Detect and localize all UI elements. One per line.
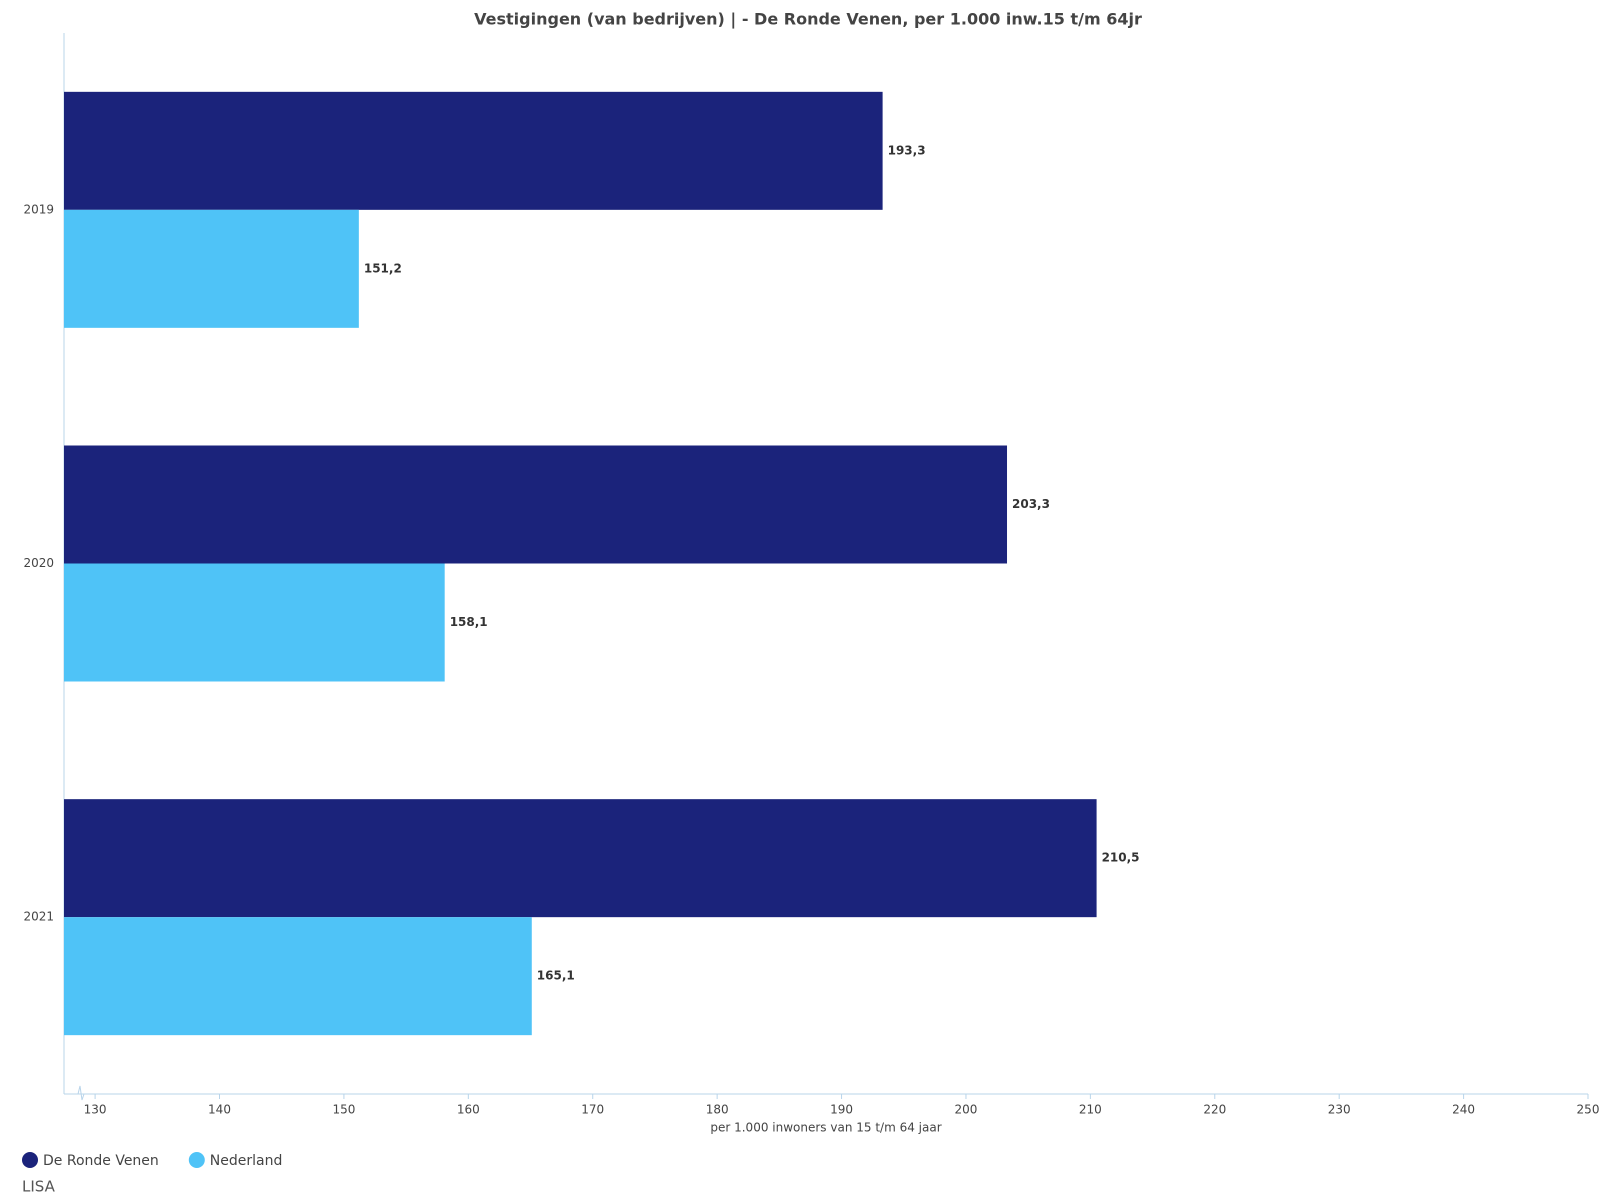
legend-marker <box>22 1152 38 1168</box>
x-tick-label: 150 <box>332 1103 355 1117</box>
y-tick-label: 2019 <box>23 202 54 216</box>
legend-marker <box>188 1152 205 1168</box>
chart-title: Vestigingen (van bedrijven) | - De Ronde… <box>474 10 1142 30</box>
legend-label[interactable]: Nederland <box>210 1153 283 1169</box>
bar <box>64 563 445 682</box>
x-tick-label: 170 <box>581 1103 604 1117</box>
value-label: 151,2 <box>364 261 402 275</box>
legend-label[interactable]: De Ronde Venen <box>43 1153 159 1169</box>
x-axis-title: per 1.000 inwoners van 15 t/m 64 jaar <box>710 1121 941 1135</box>
bar <box>64 91 883 210</box>
x-tick-label: 140 <box>208 1103 231 1117</box>
x-tick-label: 220 <box>1203 1103 1226 1117</box>
y-tick-label: 2021 <box>23 910 54 924</box>
x-tick-label: 200 <box>955 1103 978 1117</box>
x-tick-label: 250 <box>1577 1103 1600 1117</box>
x-tick-label: 190 <box>830 1103 853 1117</box>
bar <box>64 209 359 328</box>
x-tick-label: 130 <box>84 1103 107 1117</box>
axis-break <box>74 1085 88 1101</box>
source: LISA <box>22 1178 56 1196</box>
value-label: 203,3 <box>1012 497 1050 511</box>
bar <box>64 917 532 1036</box>
x-tick-label: 230 <box>1328 1103 1351 1117</box>
value-label: 193,3 <box>888 143 926 157</box>
value-label: 158,1 <box>450 615 488 629</box>
x-tick-label: 160 <box>457 1103 480 1117</box>
value-label: 165,1 <box>537 969 575 983</box>
x-tick-label: 210 <box>1079 1103 1102 1117</box>
x-tick-label: 180 <box>706 1103 729 1117</box>
value-label: 210,5 <box>1102 851 1140 865</box>
bar <box>64 799 1097 918</box>
bar <box>64 445 1008 564</box>
x-tick-label: 240 <box>1452 1103 1475 1117</box>
y-tick-label: 2020 <box>23 556 54 570</box>
